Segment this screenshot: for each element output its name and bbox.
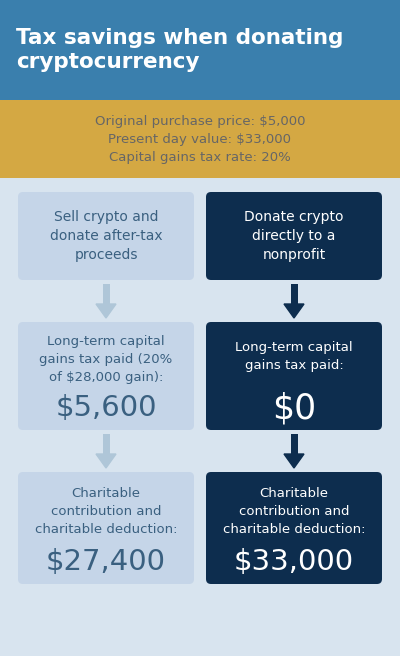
- Text: $33,000: $33,000: [234, 548, 354, 575]
- Text: $0: $0: [272, 392, 316, 425]
- Bar: [102, 434, 110, 454]
- FancyBboxPatch shape: [206, 192, 382, 280]
- Polygon shape: [284, 454, 304, 468]
- Text: Original purchase price: $5,000
Present day value: $33,000
Capital gains tax rat: Original purchase price: $5,000 Present …: [95, 115, 305, 163]
- Polygon shape: [96, 454, 116, 468]
- Text: Charitable
contribution and
charitable deduction:: Charitable contribution and charitable d…: [35, 487, 177, 536]
- Bar: [102, 284, 110, 304]
- Text: Sell crypto and
donate after-tax
proceeds: Sell crypto and donate after-tax proceed…: [50, 209, 162, 262]
- FancyBboxPatch shape: [206, 472, 382, 584]
- FancyBboxPatch shape: [206, 322, 382, 430]
- Text: Tax savings when donating
cryptocurrency: Tax savings when donating cryptocurrency: [16, 28, 343, 72]
- Bar: [290, 284, 298, 304]
- Text: $5,600: $5,600: [55, 394, 157, 422]
- Bar: [290, 434, 298, 454]
- Text: Donate crypto
directly to a
nonprofit: Donate crypto directly to a nonprofit: [244, 209, 344, 262]
- Bar: [0, 0, 400, 100]
- Polygon shape: [96, 304, 116, 318]
- Text: Long-term capital
gains tax paid:: Long-term capital gains tax paid:: [235, 341, 353, 372]
- FancyBboxPatch shape: [18, 192, 194, 280]
- Text: $27,400: $27,400: [46, 548, 166, 575]
- Bar: [0, 100, 400, 178]
- Polygon shape: [284, 304, 304, 318]
- FancyBboxPatch shape: [18, 322, 194, 430]
- Text: Charitable
contribution and
charitable deduction:: Charitable contribution and charitable d…: [223, 487, 365, 536]
- FancyBboxPatch shape: [18, 472, 194, 584]
- Text: Long-term capital
gains tax paid (20%
of $28,000 gain):: Long-term capital gains tax paid (20% of…: [39, 335, 173, 384]
